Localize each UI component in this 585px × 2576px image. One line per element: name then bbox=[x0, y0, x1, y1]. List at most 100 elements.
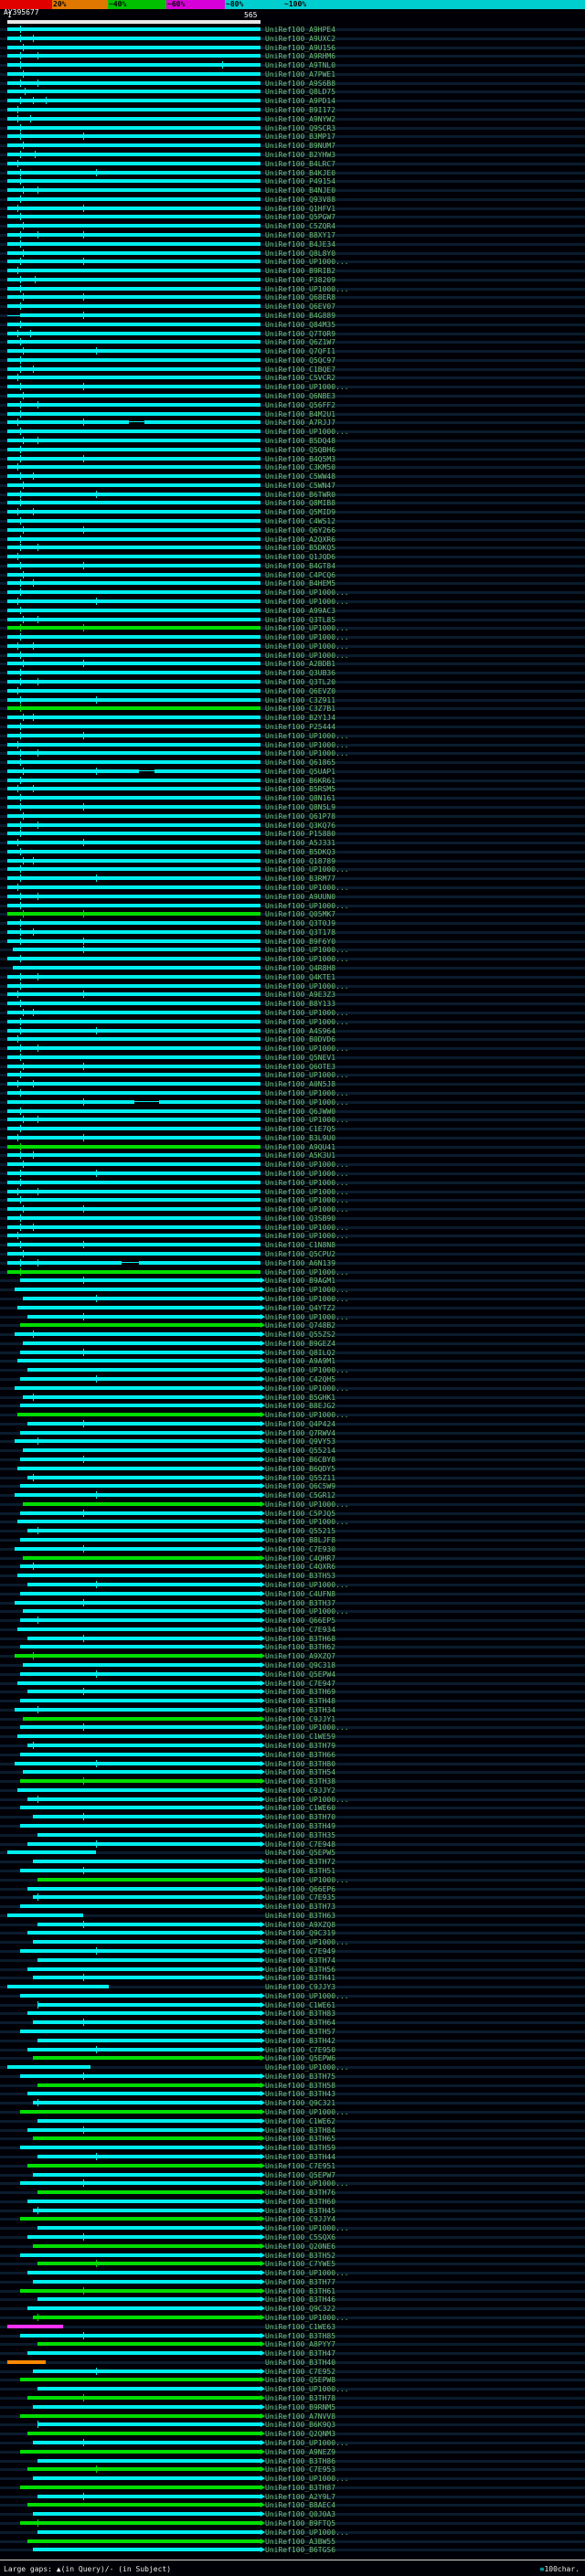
hit-accession-label[interactable]: UniRef100_B3L9U0 bbox=[265, 1133, 336, 1142]
hit-accession-label[interactable]: UniRef100_C1WE62 bbox=[265, 2116, 336, 2125]
alignment-row[interactable]: UniRef100_B3TH79 bbox=[0, 1741, 585, 1750]
alignment-row[interactable]: UniRef100_B6TGS6 bbox=[0, 2545, 585, 2554]
hit-accession-label[interactable]: UniRef100_Q20NE6 bbox=[265, 2242, 336, 2251]
alignment-row[interactable]: UniRef100_B3TH44 bbox=[0, 2152, 585, 2161]
alignment-bar[interactable] bbox=[22, 1662, 261, 1667]
hit-accession-label[interactable]: UniRef100_B4GT84 bbox=[265, 561, 336, 570]
alignment-bar[interactable] bbox=[32, 2512, 261, 2517]
hit-accession-label[interactable]: UniRef100_C3Z7B1 bbox=[265, 705, 336, 714]
hit-accession-label[interactable]: UniRef100_C7E950 bbox=[265, 2045, 336, 2054]
alignment-bar[interactable] bbox=[7, 1090, 261, 1095]
hit-accession-label[interactable]: UniRef100_Q5UAP1 bbox=[265, 767, 336, 776]
hit-accession-label[interactable]: UniRef100_Q3UB36 bbox=[265, 669, 336, 678]
alignment-row[interactable]: UniRef100_C1BQE7 bbox=[0, 365, 585, 374]
alignment-bar[interactable] bbox=[15, 1385, 261, 1390]
hit-accession-label[interactable]: UniRef100_C9JJY1 bbox=[265, 1714, 336, 1723]
alignment-row[interactable]: UniRef100_B3TH84 bbox=[0, 2125, 585, 2135]
alignment-row[interactable]: UniRef100_C4PCQ6 bbox=[0, 570, 585, 579]
hit-accession-label[interactable]: UniRef100_Q3TL85 bbox=[265, 615, 336, 624]
hit-accession-label[interactable]: UniRef100_Q8N161 bbox=[265, 794, 336, 803]
hit-accession-label[interactable]: UniRef100_B9GEZ4 bbox=[265, 1339, 336, 1348]
alignment-bar[interactable] bbox=[7, 716, 261, 720]
alignment-bar[interactable] bbox=[7, 1010, 261, 1014]
alignment-bar[interactable] bbox=[32, 2056, 261, 2061]
hit-accession-label[interactable]: UniRef100_B4G889 bbox=[265, 312, 336, 320]
hit-accession-label[interactable]: UniRef100_C7E947 bbox=[265, 1679, 336, 1688]
alignment-row[interactable]: UniRef100_UP1000... bbox=[0, 1204, 585, 1214]
hit-accession-label[interactable]: UniRef100_C1WE59 bbox=[265, 1733, 336, 1742]
hit-accession-label[interactable]: UniRef100_B6KR61 bbox=[265, 776, 336, 785]
alignment-bar[interactable] bbox=[12, 948, 261, 952]
hit-accession-label[interactable]: UniRef100_UP1000... bbox=[265, 901, 349, 910]
alignment-row[interactable]: UniRef100_A4S964 bbox=[0, 1026, 585, 1035]
alignment-bar[interactable] bbox=[7, 206, 261, 210]
hit-accession-label[interactable]: UniRef100_B5GHK1 bbox=[265, 1393, 336, 1402]
alignment-row[interactable]: UniRef100_Q6JWW0 bbox=[0, 1107, 585, 1116]
alignment-row[interactable]: UniRef100_B9RIB2 bbox=[0, 266, 585, 275]
hit-accession-label[interactable]: UniRef100_UP1000... bbox=[265, 731, 349, 740]
alignment-bar[interactable] bbox=[27, 1529, 261, 1533]
hit-accession-label[interactable]: UniRef100_Q3T0J9 bbox=[265, 919, 336, 928]
alignment-bar[interactable] bbox=[19, 1824, 261, 1829]
alignment-bar[interactable] bbox=[7, 1108, 261, 1113]
hit-accession-label[interactable]: UniRef100_A9UUN0 bbox=[265, 892, 336, 901]
alignment-row[interactable]: UniRef100_B9AGM1 bbox=[0, 1276, 585, 1285]
alignment-bar[interactable] bbox=[7, 974, 261, 979]
alignment-bar[interactable] bbox=[37, 2297, 261, 2302]
alignment-bar[interactable] bbox=[7, 572, 261, 577]
alignment-row[interactable]: UniRef100_Q3T0J9 bbox=[0, 918, 585, 928]
hit-accession-label[interactable]: UniRef100_Q68ER8 bbox=[265, 293, 336, 302]
alignment-bar[interactable] bbox=[7, 45, 261, 49]
alignment-bar[interactable] bbox=[7, 224, 261, 228]
hit-accession-label[interactable]: UniRef100_Q0J0A3 bbox=[265, 2510, 336, 2519]
alignment-row[interactable]: UniRef100_Q5UAP1 bbox=[0, 767, 585, 776]
alignment-bar[interactable] bbox=[7, 1073, 261, 1077]
hit-accession-label[interactable]: UniRef100_C5GR12 bbox=[265, 1491, 336, 1500]
hit-accession-label[interactable]: UniRef100_A7NVV8 bbox=[265, 2412, 336, 2421]
hit-accession-label[interactable]: UniRef100_Q66EP6 bbox=[265, 1884, 336, 1893]
alignment-row[interactable]: UniRef100_B6QDY5 bbox=[0, 1464, 585, 1473]
alignment-row[interactable]: UniRef100_Q8MIB8 bbox=[0, 498, 585, 507]
alignment-bar[interactable] bbox=[7, 1985, 109, 1989]
alignment-bar[interactable] bbox=[7, 1162, 261, 1167]
alignment-row[interactable]: UniRef100_C7E947 bbox=[0, 1679, 585, 1688]
hit-accession-label[interactable]: UniRef100_C42QH5 bbox=[265, 1374, 336, 1383]
hit-accession-label[interactable]: UniRef100_UP1000... bbox=[265, 2108, 349, 2117]
alignment-row[interactable]: UniRef100_B4KJE0 bbox=[0, 168, 585, 177]
alignment-bar[interactable] bbox=[22, 1609, 261, 1614]
alignment-bar[interactable] bbox=[15, 1493, 261, 1498]
hit-accession-label[interactable]: UniRef100_A5K3U1 bbox=[265, 1151, 336, 1161]
alignment-row[interactable]: UniRef100_B3TH35 bbox=[0, 1830, 585, 1839]
alignment-bar[interactable] bbox=[7, 134, 261, 139]
hit-accession-label[interactable]: UniRef100_A9RHM6 bbox=[265, 52, 336, 61]
alignment-row[interactable]: UniRef100_UP1000... bbox=[0, 2474, 585, 2483]
alignment-row[interactable]: UniRef100_B3TH57 bbox=[0, 2027, 585, 2036]
hit-accession-label[interactable]: UniRef100_B3TH61 bbox=[265, 2286, 336, 2295]
hit-accession-label[interactable]: UniRef100_Q1JQD6 bbox=[265, 553, 336, 562]
alignment-row[interactable]: UniRef100_Q9C321 bbox=[0, 2098, 585, 2107]
alignment-row[interactable]: UniRef100_B9RNM5 bbox=[0, 2402, 585, 2412]
alignment-bar[interactable] bbox=[27, 1421, 261, 1426]
hit-accession-label[interactable]: UniRef100_A9U156 bbox=[265, 43, 336, 52]
hit-accession-label[interactable]: UniRef100_A2QXR6 bbox=[265, 535, 336, 544]
alignment-bar[interactable] bbox=[7, 1002, 261, 1006]
alignment-row[interactable]: UniRef100_Q5MID9 bbox=[0, 507, 585, 516]
alignment-row[interactable]: UniRef100_Q8N161 bbox=[0, 793, 585, 802]
alignment-row[interactable]: UniRef100_A0N5J8 bbox=[0, 1079, 585, 1088]
alignment-row[interactable]: UniRef100_B3TH85 bbox=[0, 2331, 585, 2340]
alignment-row[interactable]: UniRef100_B6K9Q3 bbox=[0, 2420, 585, 2429]
alignment-bar[interactable] bbox=[19, 2333, 261, 2337]
alignment-bar[interactable] bbox=[27, 1690, 261, 1694]
alignment-bar[interactable] bbox=[22, 1555, 261, 1560]
alignment-row[interactable]: UniRef100_UP1000... bbox=[0, 1580, 585, 1589]
alignment-bar[interactable] bbox=[7, 1224, 261, 1229]
alignment-bar[interactable] bbox=[7, 804, 261, 809]
alignment-bar[interactable] bbox=[7, 518, 261, 523]
alignment-row[interactable]: UniRef100_A9E3Z3 bbox=[0, 990, 585, 999]
hit-accession-label[interactable]: UniRef100_UP1000... bbox=[265, 1097, 349, 1107]
alignment-row[interactable]: UniRef100_B4GT84 bbox=[0, 561, 585, 570]
hit-accession-label[interactable]: UniRef100_Q4KTE1 bbox=[265, 972, 336, 981]
hit-accession-label[interactable]: UniRef100_C1WE63 bbox=[265, 2322, 336, 2331]
alignment-bar[interactable] bbox=[7, 957, 261, 961]
alignment-row[interactable]: UniRef100_B3TH77 bbox=[0, 2277, 585, 2286]
